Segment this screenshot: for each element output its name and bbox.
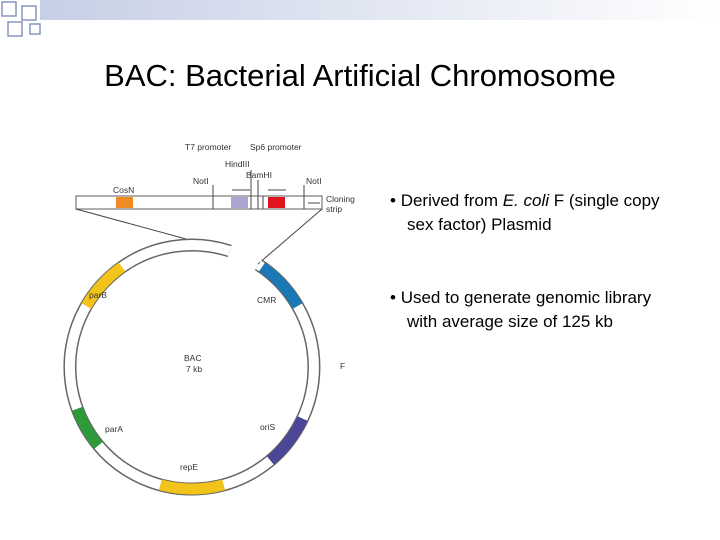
label: BAC: [184, 353, 201, 363]
label: Sp6 promoter: [250, 142, 302, 152]
bullet-text-italic: E. coli: [502, 191, 550, 210]
label: parB: [89, 290, 107, 300]
plasmid-ring: [63, 238, 321, 496]
bullet-text: F (single copy sex factor) Plasmid: [407, 191, 660, 234]
diagram-labels: T7 promoter Sp6 promoter HindIII BamHI N…: [89, 142, 355, 472]
slide-title: BAC: Bacterial Artificial Chromosome: [104, 58, 616, 93]
label: 7 kb: [186, 364, 202, 374]
bullet: • Derived from E. coli F (single copy se…: [390, 191, 660, 234]
label: NotI: [193, 176, 209, 186]
label: CosN: [113, 185, 134, 195]
header-band: [40, 0, 720, 20]
label: oriS: [260, 422, 275, 432]
label: T7 promoter: [185, 142, 231, 152]
label: NotI: [306, 176, 322, 186]
bullet-text: Used to generate genomic library with av…: [400, 288, 652, 331]
label: CMR: [257, 295, 276, 305]
bullet: • Used to generate genomic library with …: [390, 288, 652, 331]
label: parA: [105, 424, 123, 434]
cloning-strip: [75, 170, 323, 265]
label: Cloning: [326, 194, 355, 204]
corner-squares: [1, 1, 41, 37]
label: F: [340, 361, 345, 371]
label: BamHI: [246, 170, 272, 180]
label: repE: [180, 462, 198, 472]
label: HindIII: [225, 159, 250, 169]
label: strip: [326, 204, 342, 214]
bullet-text: Derived from: [400, 191, 503, 210]
